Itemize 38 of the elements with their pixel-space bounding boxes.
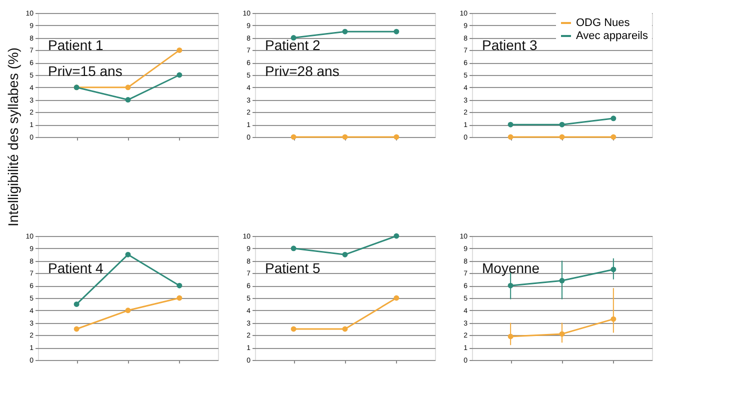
annotation: Patient 2 bbox=[265, 37, 320, 53]
point bbox=[342, 326, 348, 332]
point bbox=[610, 116, 616, 122]
point bbox=[125, 97, 131, 103]
point bbox=[176, 72, 182, 78]
point bbox=[290, 246, 296, 252]
point bbox=[125, 252, 131, 258]
annotation: Priv=15 ans bbox=[48, 63, 122, 79]
point bbox=[508, 122, 514, 128]
annotation: Patient 1 bbox=[48, 37, 104, 53]
annotation: Patient 5 bbox=[265, 260, 320, 276]
point bbox=[394, 295, 400, 301]
point bbox=[74, 326, 80, 332]
point bbox=[342, 28, 348, 34]
point bbox=[394, 233, 400, 239]
annotation: Priv=28 ans bbox=[265, 63, 340, 79]
annotation: Patient 4 bbox=[48, 260, 104, 276]
point bbox=[342, 252, 348, 258]
point bbox=[559, 122, 565, 128]
annotation: Patient 3 bbox=[482, 37, 538, 53]
point bbox=[508, 134, 514, 140]
point bbox=[176, 47, 182, 53]
point bbox=[74, 301, 80, 307]
point bbox=[290, 134, 296, 140]
point bbox=[394, 28, 400, 34]
annotation: Moyenne bbox=[482, 260, 540, 276]
point bbox=[342, 134, 348, 140]
legend-label: Avec appareils bbox=[576, 30, 648, 42]
point bbox=[610, 134, 616, 140]
y-axis-title: Intelligibilité des syllabes (%) bbox=[5, 48, 21, 226]
point bbox=[176, 295, 182, 301]
point bbox=[394, 134, 400, 140]
legend-label: ODG Nues bbox=[576, 17, 630, 29]
point bbox=[176, 282, 182, 288]
point bbox=[559, 134, 565, 140]
point bbox=[125, 84, 131, 90]
point bbox=[125, 308, 131, 314]
point bbox=[290, 326, 296, 332]
